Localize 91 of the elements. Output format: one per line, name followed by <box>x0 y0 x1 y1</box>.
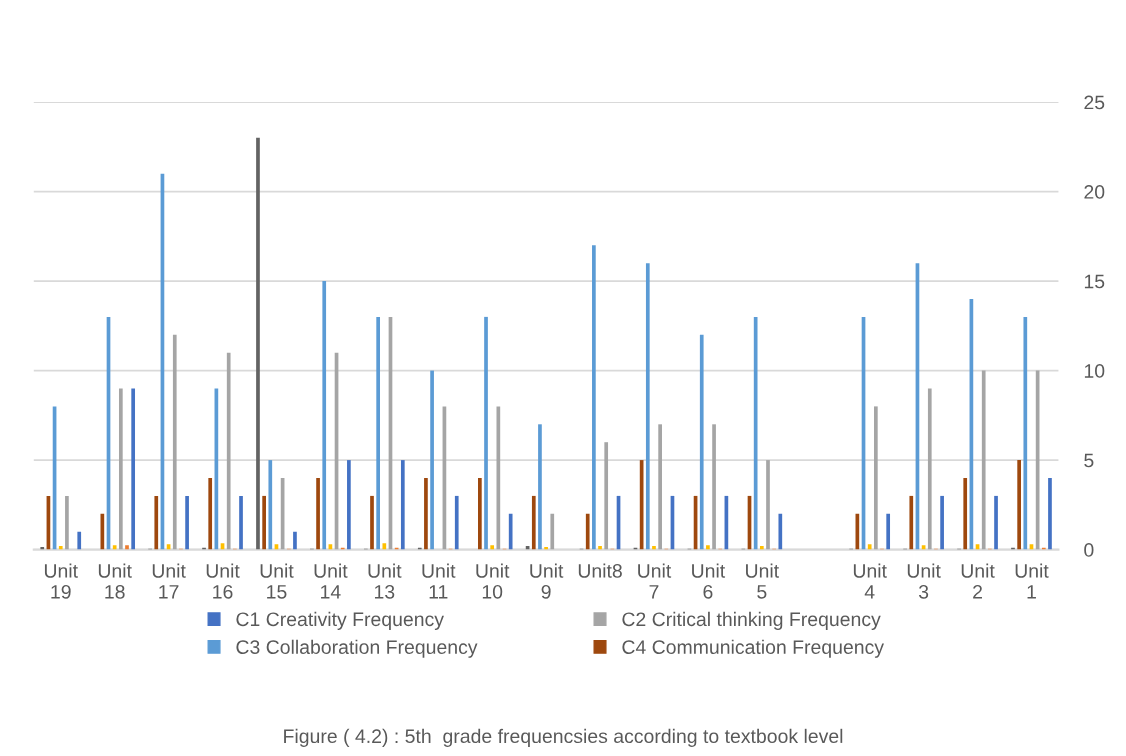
legend-label: C2 Critical thinking Frequency <box>622 611 881 630</box>
bar <box>239 495 243 550</box>
legend-label: C1 Creativity Frequency <box>236 611 444 630</box>
bar <box>645 263 650 550</box>
bar <box>927 388 932 550</box>
bar <box>994 495 998 550</box>
x-tick-label: Unit 9 <box>530 563 564 599</box>
bar <box>185 495 189 550</box>
bar <box>208 478 213 550</box>
bar <box>874 406 878 550</box>
x-tick-label: Unit 16 <box>206 563 240 599</box>
x-tick-label: Unit 13 <box>368 563 402 599</box>
bar <box>706 545 710 550</box>
bar <box>759 546 764 550</box>
y-tick-label: 25 <box>1084 95 1105 110</box>
bar <box>1048 478 1052 550</box>
y-tick-label: 10 <box>1084 364 1105 378</box>
x-tick-label: Unit 4 <box>853 563 887 599</box>
bar <box>322 281 327 550</box>
bar <box>484 316 488 550</box>
x-tick-label: Unit 15 <box>260 563 294 599</box>
bar <box>699 334 704 550</box>
bar <box>370 495 374 550</box>
bar <box>226 352 231 550</box>
bar <box>454 495 459 550</box>
x-tick-label: Unit 5 <box>746 563 779 599</box>
bar <box>940 495 944 550</box>
bar <box>347 460 351 550</box>
x-tick-label: Unit 14 <box>314 563 348 599</box>
bar <box>316 478 320 550</box>
y-tick-label: 15 <box>1084 274 1105 289</box>
bar <box>658 424 662 550</box>
bar <box>496 406 501 550</box>
x-tick-label: Unit 2 <box>961 563 995 599</box>
bar <box>1023 316 1028 550</box>
bar <box>268 460 273 550</box>
bar <box>604 442 609 550</box>
text: Figure ( 4.2) : 5th grade frequencsies according to textbook level <box>284 728 843 747</box>
x-tick-label: Unit 17 <box>152 563 186 599</box>
bar <box>753 316 758 550</box>
bar <box>981 370 986 550</box>
bar <box>508 513 513 550</box>
x-tick-label: Unit 6 <box>692 563 726 599</box>
y-tick-label: 5 <box>1084 453 1094 468</box>
bar <box>585 513 590 550</box>
y-tick-label: 20 <box>1084 185 1105 199</box>
bar <box>592 245 596 550</box>
bar <box>478 478 482 550</box>
bar <box>712 424 716 550</box>
legend-label: C3 Collaboration Frequency <box>236 639 478 658</box>
bar <box>125 545 129 550</box>
bar <box>867 544 872 550</box>
x-tick-label: Unit 19 <box>44 563 78 599</box>
bar <box>424 478 428 550</box>
bar <box>909 495 914 550</box>
bar <box>65 495 69 550</box>
bar <box>376 316 381 550</box>
bar <box>154 495 159 550</box>
x-tick-label: Unit 3 <box>907 563 941 599</box>
bar <box>652 546 656 550</box>
bar <box>382 543 387 550</box>
bar <box>293 531 297 550</box>
bar <box>77 531 82 550</box>
bar <box>778 513 783 550</box>
bar <box>58 546 63 550</box>
bar <box>256 137 260 550</box>
bar <box>490 545 495 550</box>
x-tick-label: Unit 11 <box>422 563 456 599</box>
bar <box>172 334 177 550</box>
bar <box>100 513 105 550</box>
bar <box>550 513 555 550</box>
x-tick-label: Unit 7 <box>638 563 672 599</box>
bar <box>262 495 266 550</box>
bar <box>531 495 536 550</box>
bar <box>886 513 891 550</box>
bar <box>538 424 542 550</box>
y-tick-label: 0 <box>1084 543 1094 557</box>
bar <box>131 388 136 550</box>
bar <box>118 388 123 550</box>
x-tick-label: Unit 1 <box>1015 563 1049 599</box>
x-tick-label: Unit 18 <box>98 563 132 599</box>
bar <box>598 546 602 550</box>
bar <box>1017 460 1021 550</box>
bar <box>112 545 117 550</box>
legend-label: C4 Communication Frequency <box>622 639 884 658</box>
bar <box>766 460 770 550</box>
x-tick-label: Unit8 <box>578 563 622 578</box>
x-tick-label: Unit 10 <box>476 563 510 599</box>
bar <box>430 370 434 550</box>
bar <box>400 460 405 550</box>
bar <box>963 478 968 550</box>
